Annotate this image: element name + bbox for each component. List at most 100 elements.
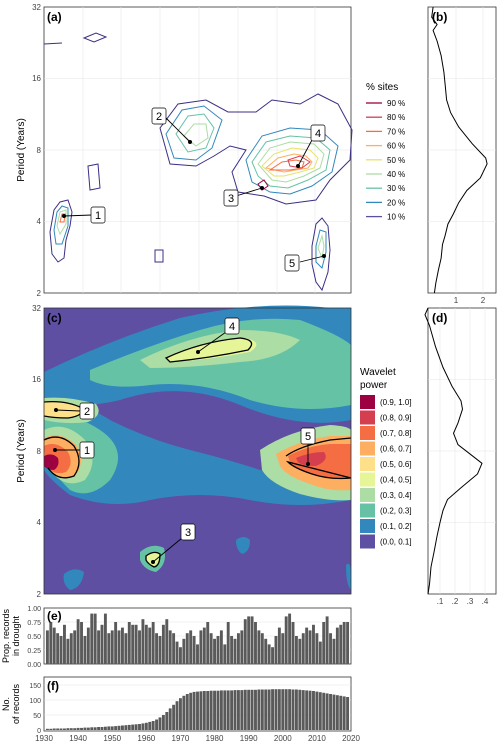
bar-f — [52, 728, 56, 730]
bar-f — [267, 689, 271, 730]
legend-c-label: (0.3, 0.4] — [380, 491, 412, 500]
significance-contour-4 — [164, 337, 253, 363]
bar-f — [93, 727, 97, 730]
callout-box-c1 — [79, 441, 95, 459]
bar-f — [226, 690, 230, 730]
significance-contour-2 — [43, 400, 83, 419]
bar-f — [277, 689, 281, 730]
callout-label-3: 3 — [228, 193, 234, 205]
bar-f — [165, 712, 169, 730]
bar-e — [192, 636, 196, 664]
bar-f — [175, 701, 179, 730]
bar-e — [329, 633, 332, 664]
x-tick-label: 2020 — [342, 734, 360, 743]
bar-e — [63, 624, 66, 664]
bar-e — [151, 622, 155, 664]
bar-e — [335, 627, 339, 664]
panel-a-callouts: 2 4 3 1 5 — [62, 107, 326, 272]
bar-f — [318, 692, 322, 730]
bar-e — [315, 633, 319, 664]
svg-text:2: 2 — [37, 590, 42, 599]
panel-e-ylabel-2: in drought — [11, 615, 21, 656]
bar-f — [97, 727, 101, 730]
legend-c-key — [360, 441, 375, 456]
svg-text:100: 100 — [29, 698, 41, 705]
panel-b-line — [431, 6, 488, 294]
bar-f — [144, 722, 148, 730]
bar-f — [45, 728, 49, 730]
legend-c-label: (0.5, 0.6] — [380, 460, 412, 469]
bar-f — [305, 690, 309, 730]
bar-e — [264, 638, 268, 664]
bar-e — [294, 636, 298, 664]
bar-e — [298, 638, 302, 664]
bar-f — [206, 691, 210, 730]
bar-f — [172, 704, 176, 730]
panel-e: (e) 1.00 0.75 0.50 0.25 0.00 Prop. recor… — [1, 606, 352, 669]
bar-e — [250, 616, 254, 664]
svg-text:1: 1 — [454, 296, 459, 305]
bar-e — [202, 627, 206, 664]
svg-text:2: 2 — [481, 296, 486, 305]
bar-e — [206, 622, 210, 664]
bar-e — [226, 622, 230, 664]
svg-text:.1: .1 — [437, 597, 444, 606]
panel-e-ylabel-1: Prop. records — [1, 608, 11, 663]
bar-e — [189, 630, 193, 664]
bar-f — [124, 725, 128, 730]
bar-f — [209, 690, 213, 730]
bar-e — [267, 644, 271, 664]
panel-c-callouts: 4 2 5 1 3 — [53, 317, 316, 564]
legend-c-key — [360, 503, 375, 518]
panel-d: (d) .1 .2 .3 .4 — [424, 307, 497, 606]
bar-f — [243, 689, 247, 730]
callout-box-1 — [90, 206, 106, 224]
bar-f — [114, 726, 118, 730]
bar-e — [281, 633, 285, 664]
svg-text:32: 32 — [32, 304, 41, 313]
bar-e — [260, 633, 264, 664]
callout-box-3 — [223, 189, 239, 207]
bar-e — [199, 630, 203, 664]
bar-f — [315, 691, 319, 730]
svg-text:4: 4 — [37, 518, 42, 527]
svg-text:0.00: 0.00 — [27, 662, 41, 669]
bar-f — [213, 690, 217, 730]
legend-a-label: 30 % — [387, 184, 405, 193]
bar-f — [63, 728, 66, 730]
bar-e — [233, 638, 237, 664]
svg-text:50: 50 — [33, 713, 41, 720]
bar-e — [168, 630, 172, 664]
legend-c-key — [360, 410, 375, 425]
bar-f — [240, 690, 244, 730]
svg-text:8: 8 — [37, 447, 42, 456]
bar-e — [97, 630, 101, 664]
bar-f — [161, 715, 165, 730]
bar-e — [52, 627, 56, 664]
bar-e — [185, 633, 189, 664]
bar-f — [185, 694, 189, 730]
bar-e — [236, 633, 240, 664]
bar-f — [90, 727, 94, 730]
svg-text:32: 32 — [32, 3, 41, 12]
bar-f — [335, 695, 339, 730]
bar-f — [254, 689, 257, 730]
legend-c-label: (0.1, 0.2] — [380, 522, 412, 531]
bar-e — [216, 636, 220, 664]
bar-e — [56, 633, 60, 664]
bar-e — [243, 619, 247, 664]
legend-a-label: 50 % — [387, 156, 405, 165]
panel-a-grid — [44, 7, 351, 293]
bar-e — [141, 619, 145, 664]
panel-f-ylabel-2: of records — [11, 683, 21, 724]
bar-f — [117, 725, 121, 730]
bar-f — [274, 689, 278, 730]
bar-f — [148, 721, 152, 730]
bar-e — [100, 624, 104, 664]
panel-f-yticks: 150 100 50 0 — [29, 683, 41, 735]
panel-a: 2 4 3 1 5 (a) 32 16 8 4 2 Period (Years)… — [16, 3, 405, 298]
bar-e — [134, 624, 138, 664]
svg-text:150: 150 — [29, 683, 41, 690]
panel-d-xticks: .1 .2 .3 .4 — [437, 597, 489, 606]
contour-region1-10 — [49, 199, 73, 263]
